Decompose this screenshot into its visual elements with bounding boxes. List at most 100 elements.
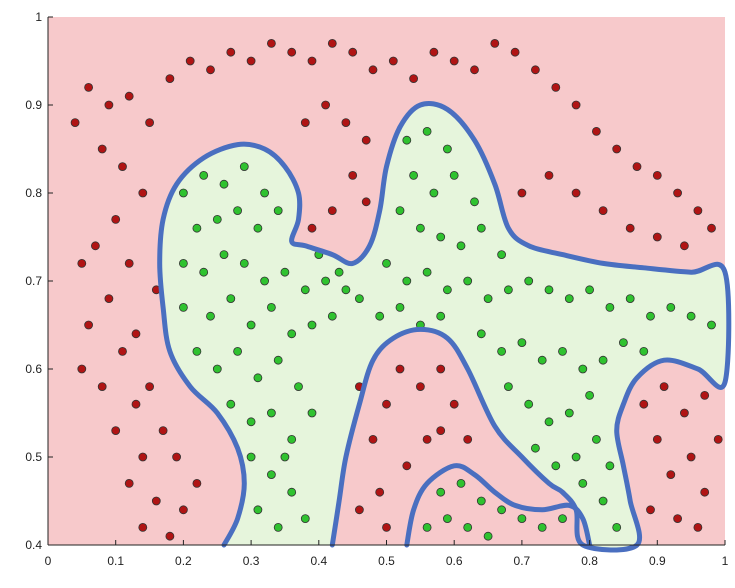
outside-point-91 bbox=[673, 514, 682, 523]
outside-point-73 bbox=[382, 399, 391, 409]
outside-point-42 bbox=[111, 426, 121, 436]
inside-point-42 bbox=[300, 514, 310, 523]
inside-point-28 bbox=[212, 364, 222, 374]
inside-point-72 bbox=[666, 302, 676, 312]
inside-point-98 bbox=[578, 478, 588, 488]
inside-point-45 bbox=[402, 135, 412, 145]
inside-point-27 bbox=[192, 346, 202, 356]
inside-point-21 bbox=[226, 294, 236, 304]
x-tick-label-6: 0.6 bbox=[446, 554, 463, 568]
outside-point-14 bbox=[368, 65, 378, 75]
inside-point-34 bbox=[246, 417, 256, 427]
outside-point-67 bbox=[625, 223, 635, 233]
outside-point-58 bbox=[300, 118, 310, 127]
inside-point-88 bbox=[639, 346, 649, 356]
inside-point-114 bbox=[334, 267, 344, 277]
inside-point-4 bbox=[260, 188, 270, 198]
outside-point-16 bbox=[409, 74, 419, 83]
outside-point-36 bbox=[124, 258, 134, 268]
inner-boundary bbox=[404, 463, 593, 548]
outside-point-56 bbox=[361, 135, 371, 145]
outside-point-12 bbox=[327, 39, 337, 48]
outside-point-0 bbox=[84, 83, 93, 92]
inside-point-69 bbox=[605, 302, 615, 312]
outside-point-4 bbox=[165, 74, 175, 83]
outside-point-3 bbox=[145, 118, 155, 127]
inside-point-71 bbox=[646, 311, 655, 321]
inside-point-9 bbox=[273, 206, 283, 216]
inside-point-109 bbox=[537, 523, 547, 532]
outside-point-37 bbox=[104, 294, 114, 304]
x-tick-label-0: 0 bbox=[45, 554, 52, 568]
outside-point-13 bbox=[348, 47, 358, 57]
outside-point-46 bbox=[138, 523, 148, 532]
inside-point-110 bbox=[558, 514, 567, 523]
inside-point-84 bbox=[558, 346, 567, 356]
outside-point-95 bbox=[680, 408, 689, 418]
outside-point-28 bbox=[652, 170, 662, 180]
inside-point-108 bbox=[483, 531, 493, 541]
x-tick-label-4: 0.4 bbox=[310, 554, 327, 568]
outside-point-24 bbox=[571, 100, 581, 110]
outside-point-20 bbox=[490, 39, 500, 48]
inside-point-61 bbox=[442, 285, 452, 295]
inside-point-77 bbox=[395, 302, 405, 312]
inside-point-18 bbox=[341, 285, 351, 295]
y-tick-label-2: 0.6 bbox=[25, 362, 42, 376]
inside-point-82 bbox=[517, 338, 527, 348]
outside-point-84 bbox=[436, 426, 446, 436]
inside-point-20 bbox=[206, 311, 215, 321]
x-tick-label-3: 0.3 bbox=[243, 554, 260, 568]
inside-point-102 bbox=[476, 496, 486, 506]
outside-point-1 bbox=[104, 100, 114, 110]
outside-point-21 bbox=[510, 47, 520, 57]
inside-point-46 bbox=[422, 126, 432, 136]
outside-point-8 bbox=[246, 56, 256, 66]
outside-point-68 bbox=[652, 232, 662, 242]
inside-point-44 bbox=[307, 408, 317, 418]
y-tick-label-0: 0.4 bbox=[25, 538, 42, 552]
inside-point-73 bbox=[686, 311, 696, 321]
inside-point-52 bbox=[395, 206, 405, 216]
inside-point-32 bbox=[294, 382, 303, 392]
y-tick-label-3: 0.7 bbox=[25, 274, 42, 288]
inside-point-112 bbox=[612, 523, 622, 532]
inside-point-12 bbox=[219, 250, 229, 260]
outside-point-48 bbox=[178, 505, 188, 515]
x-tick-label-2: 0.2 bbox=[175, 554, 192, 568]
outside-point-82 bbox=[422, 434, 432, 444]
outside-point-19 bbox=[470, 65, 479, 75]
inside-point-90 bbox=[524, 399, 534, 409]
inside-point-50 bbox=[449, 170, 459, 180]
inside-point-86 bbox=[598, 355, 608, 365]
outside-point-50 bbox=[172, 452, 182, 462]
outside-point-96 bbox=[700, 390, 710, 400]
inside-point-1 bbox=[199, 170, 209, 180]
outside-point-64 bbox=[544, 170, 554, 180]
inside-point-92 bbox=[564, 408, 574, 418]
inside-point-89 bbox=[503, 382, 513, 392]
inside-point-81 bbox=[497, 346, 507, 356]
inside-point-66 bbox=[544, 285, 554, 295]
outside-point-40 bbox=[97, 382, 107, 392]
inside-point-25 bbox=[307, 320, 317, 330]
inside-point-6 bbox=[212, 214, 222, 224]
inside-point-59 bbox=[402, 276, 412, 286]
inside-point-38 bbox=[266, 470, 276, 480]
inside-point-2 bbox=[219, 179, 229, 189]
x-tick-label-1: 0.1 bbox=[107, 554, 124, 568]
inside-point-41 bbox=[273, 523, 283, 532]
inside-point-40 bbox=[253, 505, 263, 515]
outside-point-87 bbox=[666, 470, 676, 480]
inside-point-111 bbox=[605, 461, 615, 471]
inside-point-64 bbox=[503, 285, 513, 295]
x-tick-label-10: 1 bbox=[722, 554, 729, 568]
inside-point-39 bbox=[287, 487, 297, 497]
inside-point-7 bbox=[233, 206, 243, 216]
outside-point-10 bbox=[287, 47, 297, 57]
inside-point-58 bbox=[382, 258, 391, 268]
outside-point-89 bbox=[700, 487, 710, 497]
inside-point-56 bbox=[476, 223, 486, 233]
inside-point-67 bbox=[564, 294, 574, 304]
outside-point-22 bbox=[531, 65, 540, 75]
